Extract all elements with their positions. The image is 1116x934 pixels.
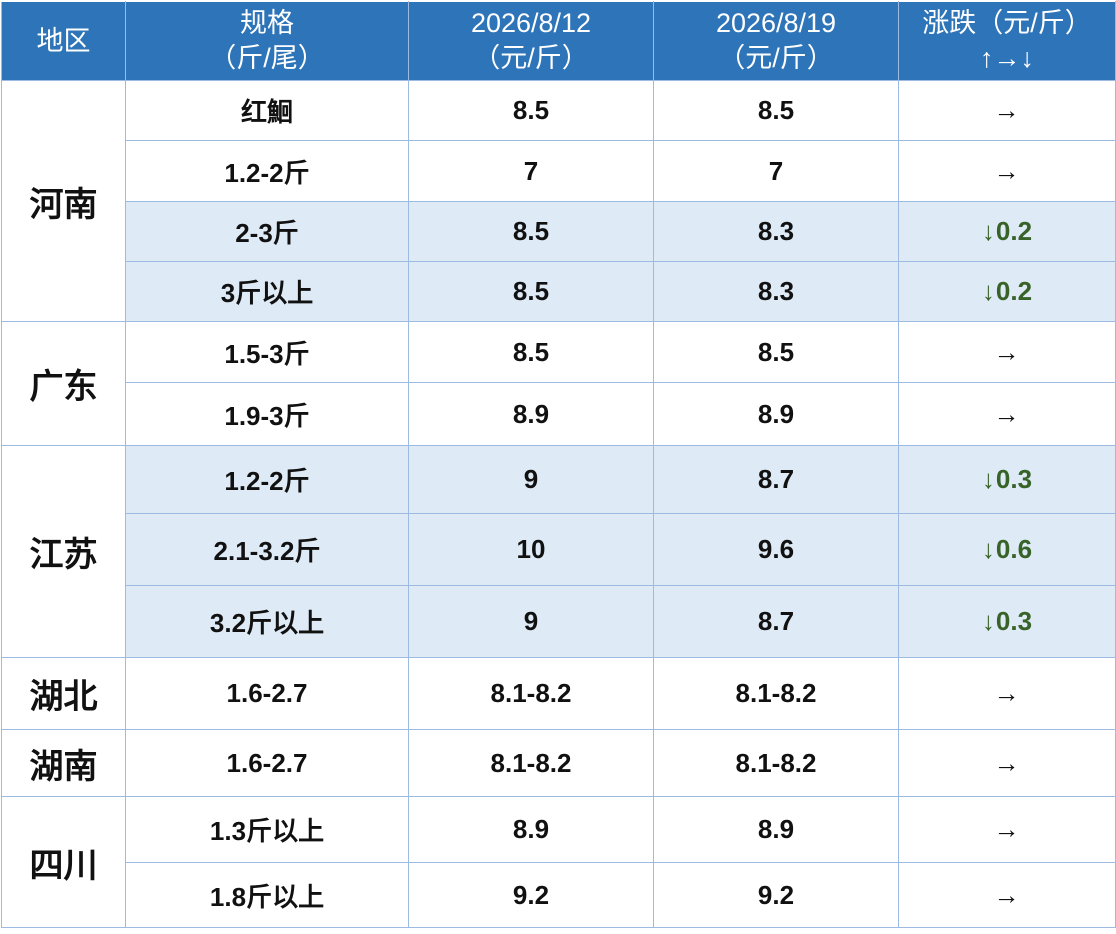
spec-cell: 2.1-3.2斤 xyxy=(125,513,409,586)
down-arrow-icon: ↓ xyxy=(981,216,995,246)
price-cell-date2: 8.9 xyxy=(653,796,899,863)
table-row: 河南 红鮰 8.5 8.5 → xyxy=(1,80,1116,322)
spec-cell: 1.2-2斤 xyxy=(125,140,409,202)
price-cell-date2: 8.7 xyxy=(653,445,899,514)
table-row: 3斤以上 8.5 8.3 ↓0.2 xyxy=(2,261,1116,322)
price-cell-date1: 7 xyxy=(408,140,654,202)
spec-cell: 1.6-2.7 xyxy=(125,729,409,797)
right-arrow-icon: → xyxy=(993,336,1020,367)
price-cell-date1: 8.1-8.2 xyxy=(408,657,654,730)
price-cell-date2: 8.3 xyxy=(653,261,899,322)
spec-cell: 红鮰 xyxy=(125,80,409,141)
spec-cell: 1.2-2斤 xyxy=(125,445,409,514)
change-cell: → xyxy=(898,140,1116,202)
change-value: 0.3 xyxy=(995,606,1033,636)
table-row: 四川 1.3斤以上 8.9 8.9 → xyxy=(1,796,1116,928)
change-value: 0.3 xyxy=(995,464,1033,494)
table-row: 广东 1.5-3斤 8.5 8.5 → xyxy=(1,321,1116,446)
price-cell-date1: 9 xyxy=(408,445,654,514)
table-body: 河南 红鮰 8.5 8.5 → 1.2-2斤 7 7 → 2-3斤 8.5 8.3 ↓0.2 3斤以上 8.… xyxy=(1,80,1116,928)
price-cell-date2: 8.1-8.2 xyxy=(653,729,899,797)
right-arrow-icon: → xyxy=(993,678,1020,708)
price-cell-date2: 8.9 xyxy=(653,382,899,446)
table-row: 江苏 1.2-2斤 9 8.7 ↓0.3 xyxy=(1,445,1116,658)
price-cell-date1: 8.1-8.2 xyxy=(408,729,654,797)
down-arrow-icon: ↓ xyxy=(981,534,995,564)
price-cell-date1: 8.5 xyxy=(408,80,654,141)
change-cell: ↓0.3 xyxy=(898,585,1116,658)
region-cell: 湖北 xyxy=(1,657,126,730)
header-region: 地区 xyxy=(1,1,126,81)
price-cell-date2: 8.5 xyxy=(653,80,899,141)
change-cell: → xyxy=(898,862,1116,928)
price-cell-date2: 9.6 xyxy=(653,513,899,586)
price-cell-date1: 9 xyxy=(408,585,654,658)
region-cell: 江苏 xyxy=(1,445,126,658)
spec-cell: 3.2斤以上 xyxy=(125,585,409,658)
spec-cell: 2-3斤 xyxy=(125,201,409,262)
change-cell: → xyxy=(898,657,1116,730)
table-row: 2-3斤 8.5 8.3 ↓0.2 xyxy=(2,201,1116,262)
change-cell: ↓0.2 xyxy=(898,261,1116,322)
price-cell-date2: 8.1-8.2 xyxy=(653,657,899,730)
change-cell: → xyxy=(898,80,1116,141)
right-arrow-icon: → xyxy=(993,747,1020,778)
price-cell-date1: 8.5 xyxy=(408,201,654,262)
right-arrow-icon: → xyxy=(993,155,1020,186)
spec-cell: 1.5-3斤 xyxy=(125,321,409,383)
right-arrow-icon: → xyxy=(993,879,1020,910)
table-row: 湖南 1.6-2.7 8.1-8.2 8.1-8.2 → xyxy=(1,729,1116,797)
header-date1: 2026/8/12 （元/斤） xyxy=(408,1,654,81)
table-row: 1.2-2斤 7 7 → xyxy=(2,140,1116,202)
price-cell-date1: 9.2 xyxy=(408,862,654,928)
table-row: 2.1-3.2斤 10 9.6 ↓0.6 xyxy=(2,513,1116,586)
change-value: 0.6 xyxy=(995,534,1033,564)
header-change: 涨跌（元/斤） ↑→↓ xyxy=(898,1,1116,81)
price-cell-date2: 8.7 xyxy=(653,585,899,658)
spec-cell: 1.9-3斤 xyxy=(125,382,409,446)
down-arrow-icon: ↓ xyxy=(981,606,995,636)
change-value: 0.2 xyxy=(995,276,1033,306)
change-cell: ↓0.2 xyxy=(898,201,1116,262)
change-cell: → xyxy=(898,382,1116,446)
price-cell-date1: 10 xyxy=(408,513,654,586)
right-arrow-icon: → xyxy=(993,95,1020,125)
region-cell: 河南 xyxy=(1,80,126,322)
table-row: 湖北 1.6-2.7 8.1-8.2 8.1-8.2 → xyxy=(1,657,1116,730)
region-cell: 广东 xyxy=(1,321,126,446)
table-row: 3.2斤以上 9 8.7 ↓0.3 xyxy=(2,585,1116,658)
header-date2: 2026/8/19 （元/斤） xyxy=(653,1,899,81)
change-cell: → xyxy=(898,321,1116,383)
price-cell-date2: 8.5 xyxy=(653,321,899,383)
price-cell-date1: 8.5 xyxy=(408,321,654,383)
change-cell: ↓0.3 xyxy=(898,445,1116,514)
price-cell-date1: 8.9 xyxy=(408,382,654,446)
header-row: 地区 规格 （斤/尾） 2026/8/12 （元/斤） 2026/8/19 （元… xyxy=(1,1,1116,81)
price-cell-date1: 8.9 xyxy=(408,796,654,863)
price-cell-date2: 7 xyxy=(653,140,899,202)
spec-cell: 1.6-2.7 xyxy=(125,657,409,730)
spec-cell: 1.3斤以上 xyxy=(125,796,409,863)
price-cell-date1: 8.5 xyxy=(408,261,654,322)
region-cell: 四川 xyxy=(1,796,126,928)
price-cell-date2: 9.2 xyxy=(653,862,899,928)
down-arrow-icon: ↓ xyxy=(981,276,995,306)
right-arrow-icon: → xyxy=(993,814,1020,844)
header-spec: 规格 （斤/尾） xyxy=(125,1,409,81)
change-value: 0.2 xyxy=(995,216,1033,246)
change-cell: → xyxy=(898,796,1116,863)
price-cell-date2: 8.3 xyxy=(653,201,899,262)
spec-cell: 3斤以上 xyxy=(125,261,409,322)
table-header: 地区 规格 （斤/尾） 2026/8/12 （元/斤） 2026/8/19 （元… xyxy=(1,1,1116,81)
change-cell: → xyxy=(898,729,1116,797)
table-row: 1.8斤以上 9.2 9.2 → xyxy=(2,862,1116,928)
table-row: 1.9-3斤 8.9 8.9 → xyxy=(2,382,1116,446)
right-arrow-icon: → xyxy=(993,398,1020,429)
change-cell: ↓0.6 xyxy=(898,513,1116,586)
region-cell: 湖南 xyxy=(1,729,126,797)
spec-cell: 1.8斤以上 xyxy=(125,862,409,928)
down-arrow-icon: ↓ xyxy=(981,464,995,494)
